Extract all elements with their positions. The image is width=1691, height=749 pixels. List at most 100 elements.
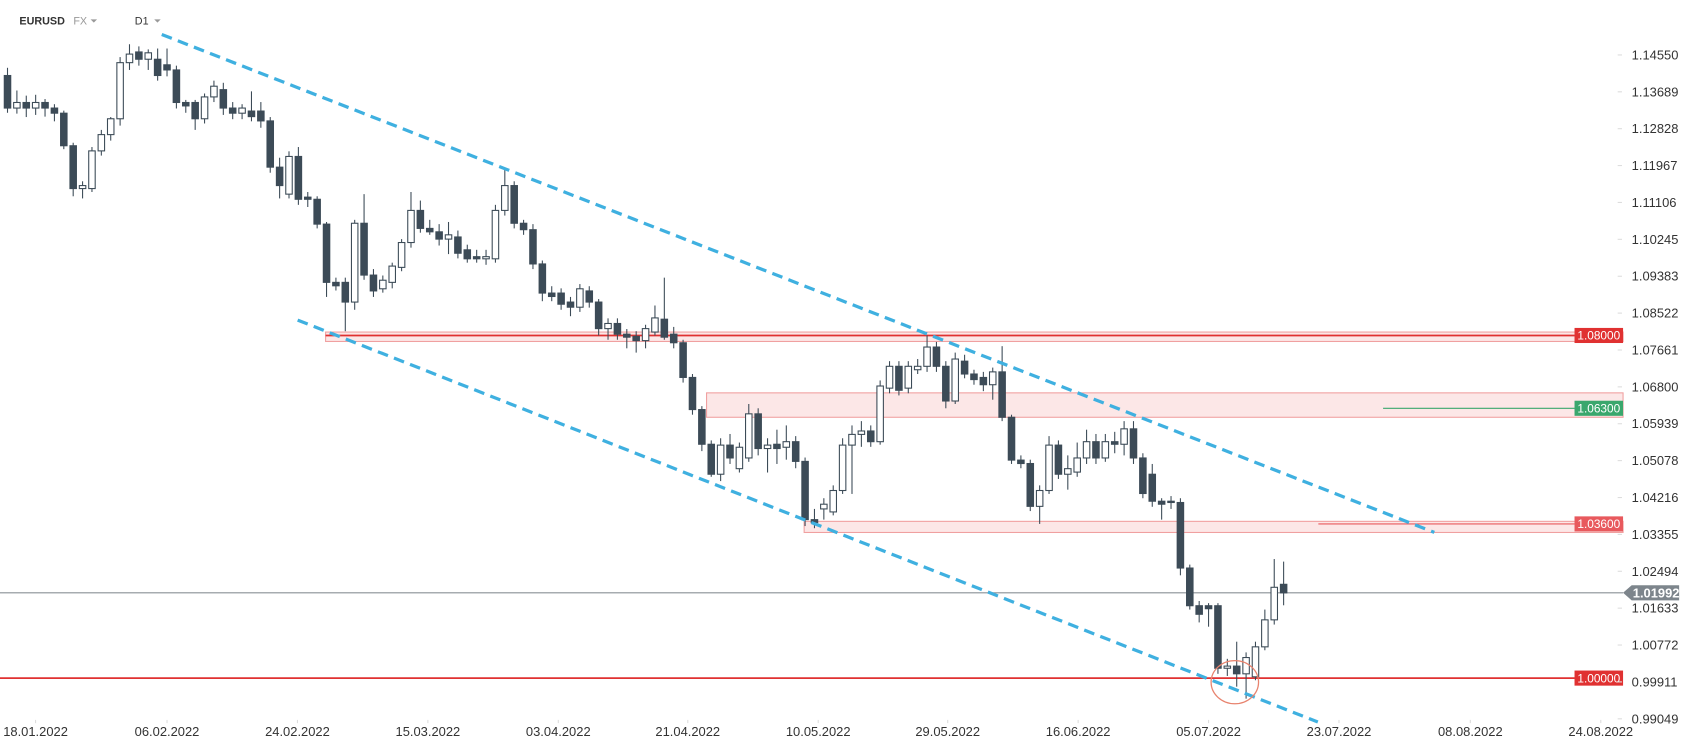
candle-body <box>923 346 931 367</box>
candle-body <box>388 265 396 283</box>
x-tick-label: 18.01.2022 <box>3 724 68 739</box>
candle-body <box>726 444 734 459</box>
candle-body <box>491 209 500 260</box>
candle-body <box>688 376 697 411</box>
candle-body <box>1204 605 1213 610</box>
zone <box>325 331 1624 343</box>
candle-body <box>529 229 537 265</box>
level-label: 1.03600 <box>1577 517 1620 531</box>
y-tick-label: 1.01633 <box>1632 601 1679 616</box>
y-tick-label: 1.07661 <box>1632 342 1679 357</box>
x-tick-label: 23.07.2022 <box>1307 724 1372 739</box>
caret <box>90 19 98 23</box>
channel-upper <box>161 32 1435 534</box>
y-tick-label: 0.99911 <box>1632 674 1678 689</box>
candle-body <box>613 322 622 335</box>
candle-body <box>913 365 922 371</box>
candle-body <box>88 150 96 190</box>
candle-body <box>1073 457 1081 473</box>
candle-body <box>416 209 425 229</box>
y-tick-label: 1.12828 <box>1632 121 1679 136</box>
candle-body <box>1082 441 1091 459</box>
candle-body <box>557 292 565 305</box>
y-tick-label: 0.99049 <box>1632 711 1679 726</box>
candle-body <box>1064 468 1072 475</box>
candle-body <box>970 373 978 381</box>
candle-body <box>763 444 772 450</box>
candle-body <box>69 145 77 190</box>
candle-body <box>707 443 716 475</box>
candle-body <box>791 441 800 462</box>
candle-body <box>322 223 331 283</box>
candle-body <box>848 433 856 446</box>
candle-body <box>1139 457 1147 495</box>
y-tick-label: 1.08522 <box>1632 306 1679 321</box>
channel-lower <box>297 318 1319 724</box>
candle-body <box>275 166 284 187</box>
candle-body <box>988 371 997 386</box>
x-tick-label: 29.05.2022 <box>915 724 980 739</box>
candle-body <box>1129 428 1138 459</box>
candle-body <box>50 107 59 114</box>
candle-body <box>623 333 631 338</box>
candle-body <box>369 274 378 292</box>
candle-body <box>735 446 744 470</box>
x-tick-label: 03.04.2022 <box>526 724 591 739</box>
symbol: EURUSD <box>19 15 65 27</box>
level-tag <box>1574 670 1624 686</box>
y-tick-label: 1.13689 <box>1632 84 1679 99</box>
candle-body <box>1007 416 1016 461</box>
x-tick-label: 08.08.2022 <box>1438 724 1503 739</box>
candle-body <box>829 489 838 513</box>
candle-body <box>782 441 791 448</box>
candle-body <box>1279 583 1288 594</box>
candle-body <box>210 85 218 98</box>
last-price-tag <box>1623 585 1680 601</box>
candle-body <box>698 409 706 445</box>
candle-body <box>379 279 387 290</box>
y-tick-label: 1.11967 <box>1632 158 1678 173</box>
candle-body <box>425 227 434 233</box>
candle-body <box>1017 459 1025 465</box>
candle-body <box>3 74 12 109</box>
candle-body <box>332 281 340 287</box>
x-tick-label: 06.02.2022 <box>135 724 200 739</box>
candle-body <box>932 346 941 367</box>
x-tick-label: 10.05.2022 <box>786 724 851 739</box>
candle-body <box>501 185 509 211</box>
candle-body <box>200 96 209 120</box>
candle-body <box>41 101 49 109</box>
timeframe: D1 <box>135 15 149 27</box>
candle-body <box>641 328 650 342</box>
candle-body <box>125 53 134 64</box>
candle-body <box>1176 501 1185 569</box>
candle-body <box>1186 567 1194 607</box>
candle-body <box>866 430 875 443</box>
candle-body <box>576 288 584 308</box>
candle-body <box>632 335 640 342</box>
level-tag <box>1574 327 1624 344</box>
candle-body <box>547 292 556 298</box>
candle-body <box>407 209 415 244</box>
y-tick-label: 1.02494 <box>1632 564 1679 579</box>
candle-body <box>895 365 903 391</box>
candle-body <box>285 155 293 195</box>
candle-body <box>303 196 312 200</box>
candle-body <box>585 290 594 303</box>
candle-body <box>1223 665 1232 669</box>
x-tick-label: 05.07.2022 <box>1176 724 1241 739</box>
highlight-circle <box>1210 659 1260 705</box>
candle-body <box>60 112 68 147</box>
candle-body <box>144 52 153 60</box>
candle-body <box>350 222 359 303</box>
candle-body <box>942 365 950 402</box>
candle-body <box>444 234 453 240</box>
x-tick-label: 24.08.2022 <box>1568 724 1633 739</box>
candle-body <box>228 107 237 114</box>
candle-body <box>960 360 969 375</box>
candle-body <box>510 185 518 224</box>
channel <box>161 32 1435 724</box>
candle-body <box>1035 489 1044 507</box>
y-tick-label: 1.11106 <box>1632 195 1677 210</box>
